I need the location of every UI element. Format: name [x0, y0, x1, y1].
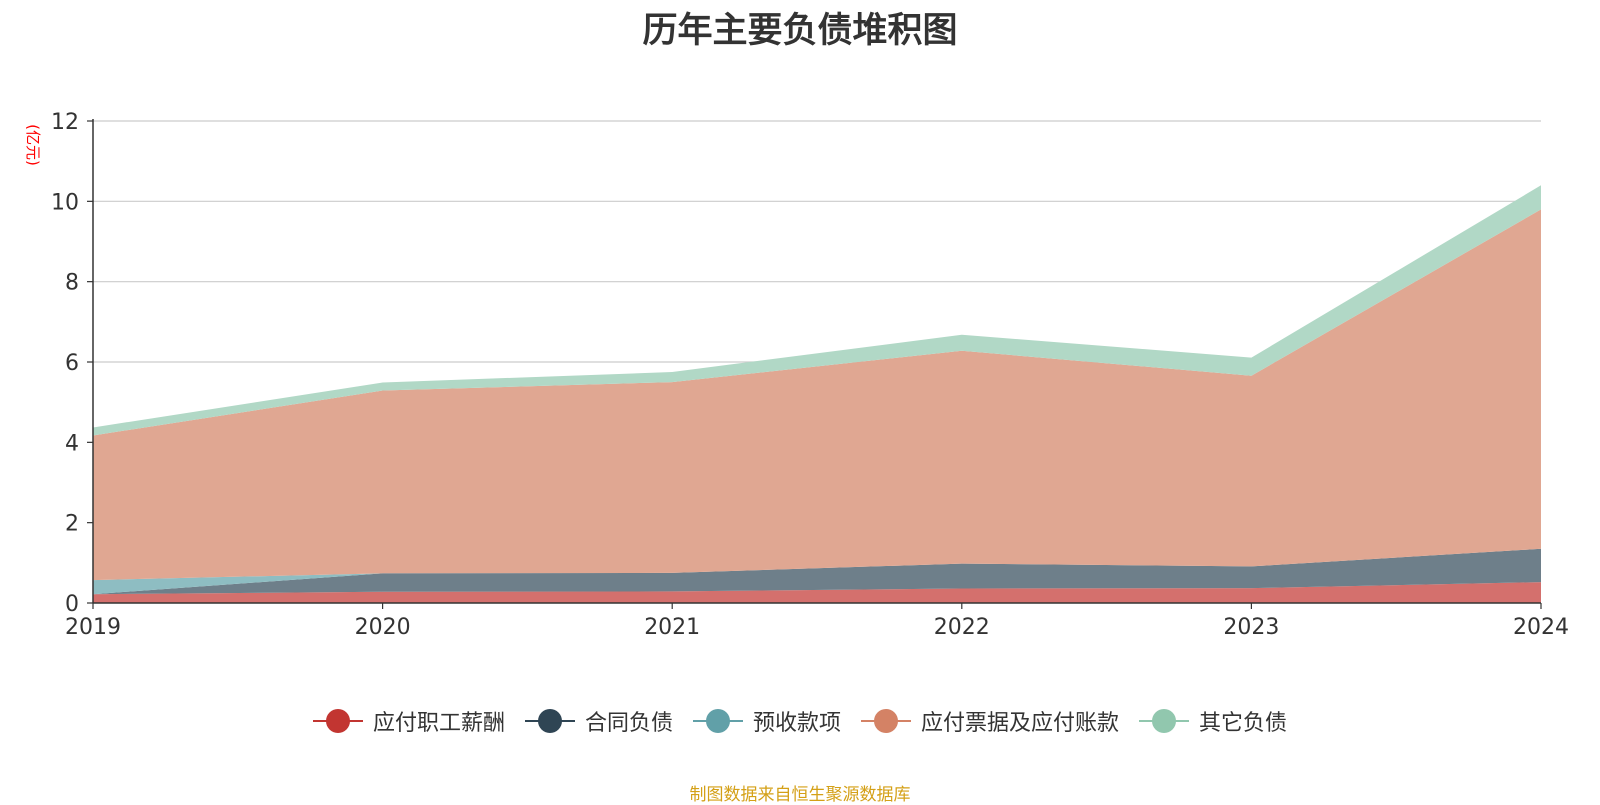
area-series-3: [93, 209, 1541, 581]
legend-label: 预收款项: [752, 711, 841, 736]
area-series-0: [93, 582, 1541, 603]
legend-label: 应付票据及应付账款: [921, 711, 1120, 736]
area-series-4: [93, 185, 1541, 436]
legend-item-3[interactable]: 应付票据及应付账款: [861, 705, 1119, 737]
legend-item-1[interactable]: 合同负债: [524, 705, 673, 737]
y-tick-label-12: 12: [51, 110, 79, 135]
legend-marker-icon: [861, 708, 911, 734]
y-tick-label-2: 2: [65, 512, 79, 537]
legend-marker-icon: [1139, 708, 1190, 734]
x-tick-label-2023: 2023: [1223, 615, 1279, 640]
x-tick-label-2022: 2022: [934, 615, 990, 640]
y-tick-label-8: 8: [65, 271, 79, 296]
x-tick-label-2024: 2024: [1513, 615, 1569, 640]
y-tick-label-6: 6: [65, 351, 79, 376]
x-tick-label-2021: 2021: [644, 615, 700, 640]
legend-marker-icon: [524, 708, 575, 734]
legend-label: 其它负债: [1199, 711, 1288, 736]
legend-marker-icon: [692, 708, 743, 734]
legend-marker-icon: [312, 708, 363, 734]
chart-legend: 应付职工薪酬 合同负债 预收款项 应付票据及应付账款 其它负债: [0, 705, 1600, 737]
x-tick-label-2020: 2020: [355, 615, 411, 640]
chart-title: 历年主要负债堆积图: [642, 11, 958, 51]
area-series-1: [93, 548, 1541, 595]
legend-label: 应付职工薪酬: [372, 711, 505, 736]
y-tick-label-0: 0: [65, 592, 79, 617]
y-tick-label-10: 10: [51, 190, 79, 215]
x-tick-label-2019: 2019: [65, 615, 121, 640]
y-unit-label: (亿元): [24, 124, 42, 166]
legend-item-2[interactable]: 预收款项: [692, 705, 841, 737]
legend-label: 合同负债: [584, 711, 673, 736]
source-note: 制图数据来自恒生聚源数据库: [689, 785, 911, 805]
legend-item-0[interactable]: 应付职工薪酬: [312, 705, 505, 737]
area-series: [93, 185, 1541, 603]
axes: 0 2 4 6 8 10 12 2019 2020 2021 2022 2023 2024: [51, 110, 1569, 640]
legend-item-4[interactable]: 其它负债: [1139, 705, 1287, 737]
y-tick-label-4: 4: [65, 431, 79, 456]
